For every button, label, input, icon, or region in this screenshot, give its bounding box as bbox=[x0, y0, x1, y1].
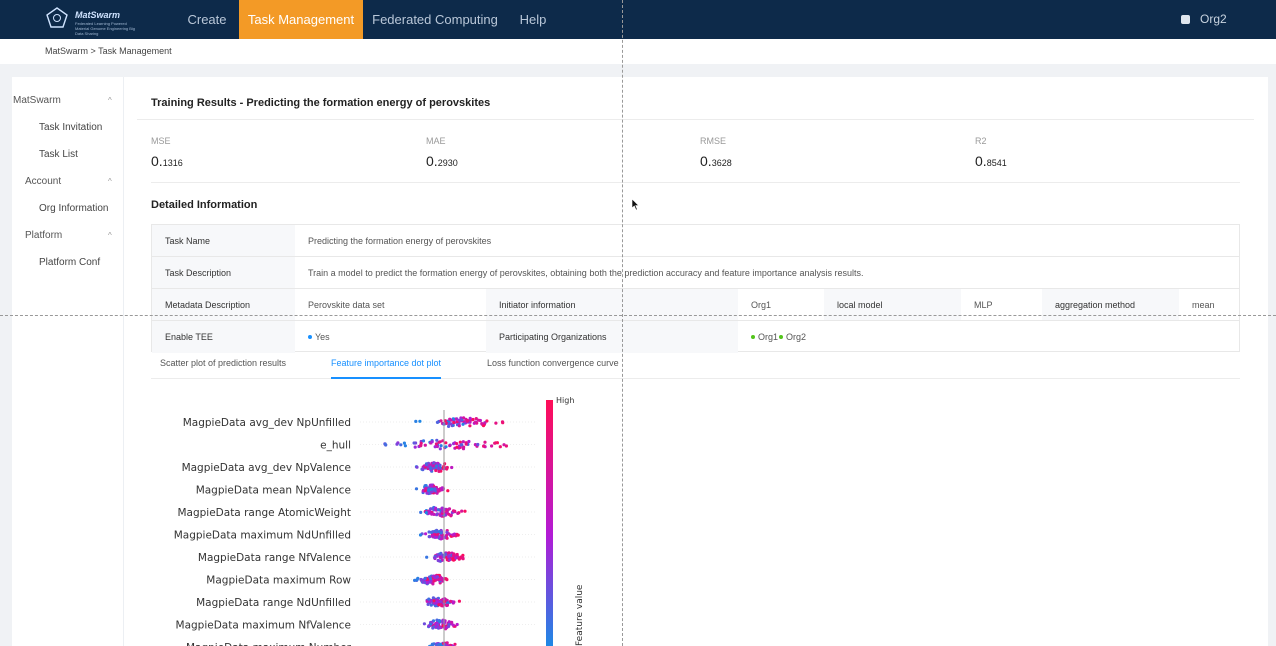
sidebar-item-task-invitation[interactable]: Task Invitation bbox=[39, 122, 103, 133]
guide-line-vertical bbox=[622, 0, 623, 646]
tab-feature-importance[interactable]: Feature importance dot plot bbox=[331, 358, 442, 379]
metadata-description-value: Perovskite data set bbox=[295, 289, 486, 321]
aggregation-method-value: mean bbox=[1179, 289, 1239, 321]
initiator-value: Org1 bbox=[738, 289, 824, 321]
participating-orgs-value: Org1 Org2 bbox=[738, 321, 1239, 353]
top-navbar: MatSwarm Federated Learning Powered Mate… bbox=[0, 0, 1276, 39]
sidebar-group-account[interactable]: Account bbox=[25, 176, 62, 187]
chevron-up-icon[interactable]: ^ bbox=[108, 231, 112, 240]
task-name-value: Predicting the formation energy of perov… bbox=[295, 225, 1239, 257]
breadcrumb: MatSwarm > Task Management bbox=[45, 46, 172, 56]
chevron-up-icon[interactable]: ^ bbox=[108, 96, 112, 105]
nav-task-management[interactable]: Task Management bbox=[239, 0, 363, 39]
breadcrumb-bar: MatSwarm > Task Management bbox=[0, 39, 1276, 64]
metric-dec: 3628 bbox=[711, 158, 732, 168]
sidebar-group-platform[interactable]: Platform bbox=[25, 230, 63, 241]
nav-help[interactable]: Help bbox=[519, 12, 547, 27]
chevron-up-icon[interactable]: ^ bbox=[108, 177, 112, 186]
sidebar-item-org-information[interactable]: Org Information bbox=[39, 203, 109, 214]
divider bbox=[151, 182, 1240, 183]
participant-org: Org2 bbox=[786, 332, 807, 342]
sidebar-item-platform-conf[interactable]: Platform Conf bbox=[39, 257, 101, 268]
metric-int: 0. bbox=[151, 153, 163, 169]
metric-value-mse: 0.1316 bbox=[151, 153, 183, 169]
sidebar-group-matswarm[interactable]: MatSwarm bbox=[13, 95, 61, 106]
metric-dec: 8541 bbox=[986, 158, 1007, 168]
local-model-value: MLP bbox=[961, 289, 1042, 321]
metric-dec: 1316 bbox=[162, 158, 183, 168]
status-dot-icon bbox=[308, 335, 312, 339]
metric-value-rmse: 0.3628 bbox=[700, 153, 732, 169]
org-icon bbox=[1181, 15, 1190, 24]
task-description-label: Task Description bbox=[152, 257, 295, 289]
details-table: Task Name Predicting the formation energ… bbox=[151, 224, 1240, 353]
status-dot-icon bbox=[779, 335, 784, 339]
metric-value-mae: 0.2930 bbox=[426, 153, 458, 169]
cursor-icon bbox=[632, 199, 640, 211]
local-model-label: local model bbox=[824, 289, 961, 321]
nav-create[interactable]: Create bbox=[187, 12, 227, 27]
tab-scatter-plot[interactable]: Scatter plot of prediction results bbox=[160, 358, 287, 368]
divider bbox=[137, 119, 1254, 120]
metric-value-r2: 0.8541 bbox=[975, 153, 1007, 169]
status-dot-icon bbox=[751, 335, 755, 339]
task-name-label: Task Name bbox=[152, 225, 295, 257]
nav-federated-computing[interactable]: Federated Computing bbox=[372, 12, 498, 27]
metric-int: 0. bbox=[975, 153, 987, 169]
logo-name: MatSwarm bbox=[75, 10, 121, 20]
metric-dec: 2930 bbox=[437, 158, 458, 168]
section-title-detailed-information: Detailed Information bbox=[151, 199, 258, 211]
enable-tee-label: Enable TEE bbox=[152, 321, 295, 353]
metric-label-mae: MAE bbox=[426, 136, 446, 146]
participating-orgs-label: Participating Organizations bbox=[486, 321, 738, 353]
sidebar-item-task-list[interactable]: Task List bbox=[39, 149, 78, 160]
metadata-description-label: Metadata Description bbox=[152, 289, 295, 321]
aggregation-method-label: aggregation method bbox=[1042, 289, 1179, 321]
logo-icon bbox=[46, 7, 68, 28]
metric-int: 0. bbox=[426, 153, 438, 169]
app-logo[interactable]: MatSwarm Federated Learning Powered Mate… bbox=[46, 7, 138, 36]
page-title: Training Results - Predicting the format… bbox=[151, 97, 491, 109]
task-description-value: Train a model to predict the formation e… bbox=[295, 257, 1239, 289]
user-org-menu[interactable]: Org2 bbox=[1181, 0, 1227, 39]
tab-loss-curve[interactable]: Loss function convergence curve bbox=[487, 358, 619, 368]
main-panel bbox=[12, 77, 1268, 646]
guide-line-horizontal bbox=[0, 315, 1276, 316]
metric-label-mse: MSE bbox=[151, 136, 171, 146]
enable-tee-text: Yes bbox=[315, 332, 330, 342]
metric-int: 0. bbox=[700, 153, 712, 169]
metric-label-rmse: RMSE bbox=[700, 136, 727, 146]
logo-subtitle: Federated Learning Powered Material Geno… bbox=[75, 21, 136, 36]
user-org-name: Org2 bbox=[1200, 12, 1227, 26]
initiator-label: Initiator information bbox=[486, 289, 738, 321]
metric-label-r2: R2 bbox=[975, 136, 987, 146]
enable-tee-value: Yes bbox=[295, 321, 486, 353]
participant-org: Org1 bbox=[758, 332, 779, 342]
result-tabs: Scatter plot of prediction results Featu… bbox=[151, 358, 1240, 379]
sidebar bbox=[12, 77, 124, 646]
